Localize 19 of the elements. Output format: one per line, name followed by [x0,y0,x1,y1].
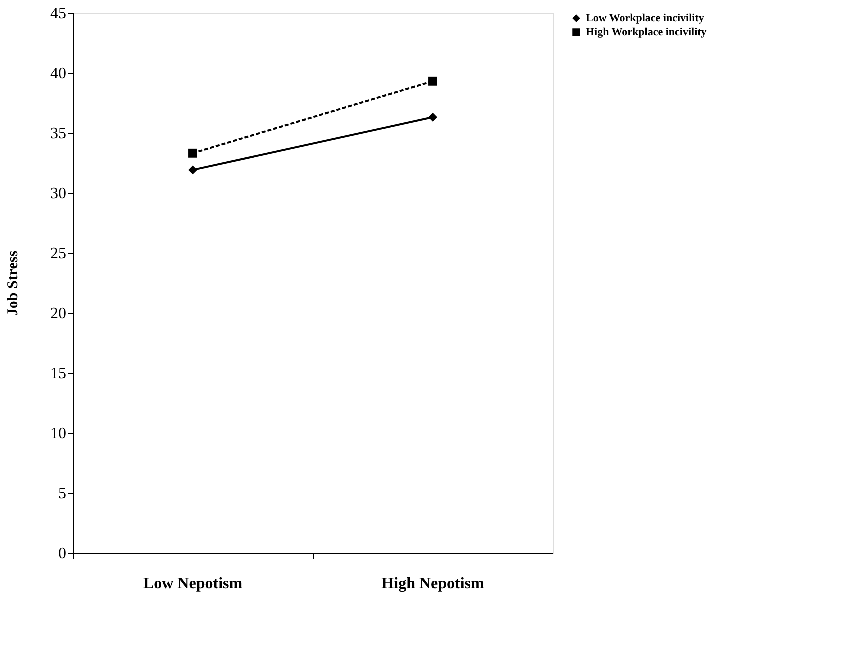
y-tick-label: 0 [58,546,66,562]
y-tick-label: 20 [50,306,66,322]
legend-label: Low Workplace incivility [586,12,705,24]
y-tick-label: 40 [50,66,66,82]
point [428,112,438,122]
point [188,148,198,158]
y-tick-label: 10 [50,426,66,442]
y-tick-label: 45 [50,6,66,22]
x-tick-label: High Nepotism [382,576,486,592]
y-tick-label: 15 [50,366,66,382]
y-tick-label: 5 [58,486,66,502]
legend-label: High Workplace incivility [586,26,708,38]
y-tick-label: 30 [50,186,66,202]
point [188,166,198,175]
y-axis-title: Job Stress [6,250,22,316]
y-tick-label: 35 [50,126,66,142]
x-tick-label: Low Nepotism [143,576,244,592]
y-tick-label: 25 [50,246,66,262]
point [428,76,438,86]
